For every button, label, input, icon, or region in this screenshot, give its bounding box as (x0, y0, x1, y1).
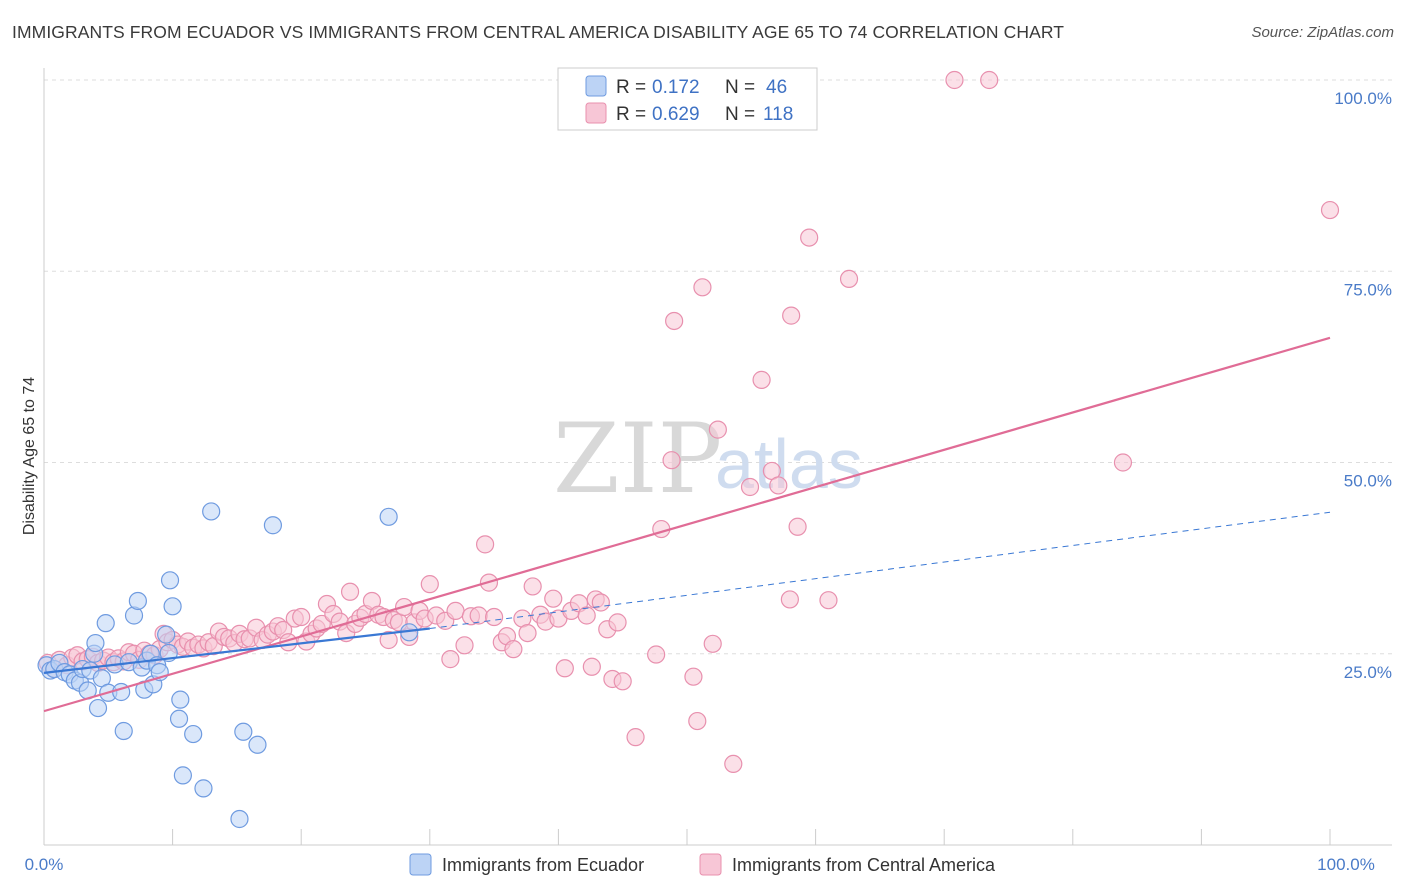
legend-n-label-1: N = (725, 77, 755, 98)
central-america-point (1320, 200, 1340, 220)
central-america-point (688, 711, 707, 731)
ecuador-point (171, 690, 190, 709)
ecuador-point (160, 571, 180, 590)
central-america-point (420, 575, 439, 594)
y-tick-labels: 25.0% 50.0% 75.0% 100.0% (1334, 89, 1392, 682)
central-america-point (441, 650, 460, 669)
central-america-point (839, 269, 859, 288)
central-america-point (724, 754, 743, 774)
x-ticks (43, 829, 1331, 845)
central-america-point (1113, 453, 1133, 472)
ecuador-point (194, 779, 213, 798)
axes (43, 68, 1392, 846)
trend-lines (43, 336, 1331, 713)
central-america-point (693, 278, 712, 297)
series-legend-swatch-central-america (699, 853, 722, 876)
central-america-point (708, 420, 727, 439)
ecuador-point (114, 721, 133, 741)
series-legend-label-central-america: Immigrants from Central America (732, 855, 996, 875)
central-america-point (652, 519, 671, 539)
central-america-point (379, 630, 398, 650)
ecuador-point (379, 507, 398, 526)
central-america-point (782, 306, 801, 325)
central-america-point (523, 577, 542, 596)
ecuador-point (157, 625, 176, 644)
ecuador-point (230, 809, 249, 829)
ecuador-trend-extension (429, 511, 1331, 630)
y-tick-label-25: 25.0% (1344, 663, 1392, 682)
central-america-point (800, 228, 819, 247)
central-america-point (665, 311, 684, 331)
watermark-zip: ZIP (553, 403, 722, 515)
central-america-point (555, 659, 574, 678)
central-america-point (945, 70, 964, 90)
y-tick-label-75: 75.0% (1344, 280, 1392, 299)
ecuador-point (96, 614, 115, 633)
central-america-point (544, 589, 563, 608)
central-america-point (582, 657, 601, 676)
ecuador-point (163, 597, 182, 616)
ecuador-point (88, 698, 108, 718)
ecuador-points (37, 502, 419, 829)
legend-n-label-2: N = (725, 104, 755, 125)
central-america-point (980, 70, 999, 90)
source-label: Source: ZipAtlas.com (1251, 24, 1394, 41)
central-america-point (455, 636, 474, 655)
central-america-point (647, 645, 666, 664)
central-america-point (446, 601, 465, 621)
x-tick-label-max: 100.0% (1317, 855, 1375, 874)
chart-title: IMMIGRANTS FROM ECUADOR VS IMMIGRANTS FR… (12, 22, 1065, 42)
central-america-point (485, 607, 504, 627)
legend-r-label-1: R = (616, 77, 646, 98)
central-america-trend-line (43, 336, 1331, 713)
central-america-point (769, 476, 788, 495)
legend-swatch-central-america (585, 102, 607, 124)
y-tick-label-100: 100.0% (1334, 89, 1392, 108)
ecuador-point (128, 591, 147, 611)
central-america-point (475, 535, 495, 554)
correlation-legend: R = 0.172 N = 46 R = 0.629 N = 118 (557, 67, 818, 131)
grid-lines (44, 79, 1392, 655)
ecuador-point (263, 516, 283, 535)
legend-r-value-2: 0.629 (652, 104, 700, 125)
central-america-point (703, 634, 722, 653)
central-america-point (613, 672, 632, 691)
central-america-point (591, 593, 610, 612)
central-america-point (577, 606, 596, 625)
central-america-point (608, 613, 627, 632)
ecuador-trend-line (43, 627, 430, 674)
central-america-point (292, 607, 311, 627)
legend-r-label-2: R = (616, 104, 646, 125)
central-america-point (340, 582, 360, 601)
y-axis-label: Disability Age 65 to 74 (21, 377, 38, 535)
central-america-point (518, 623, 537, 643)
central-america-point (752, 370, 771, 389)
central-america-point (788, 517, 807, 536)
central-america-point (662, 451, 681, 470)
ecuador-point (248, 735, 267, 754)
legend-n-value-1: 46 (766, 77, 787, 98)
series-legend: Immigrants from Ecuador Immigrants from … (409, 853, 996, 876)
ecuador-point (86, 633, 105, 653)
legend-r-value-1: 0.172 (652, 77, 700, 98)
central-america-point (626, 728, 645, 747)
central-america-point (740, 477, 760, 497)
central-america-point (504, 640, 523, 659)
ecuador-point (184, 724, 203, 744)
ecuador-point (173, 766, 192, 785)
x-tick-label-min: 0.0% (25, 855, 64, 874)
y-tick-label-50: 50.0% (1344, 472, 1392, 491)
central-america-point (684, 667, 703, 686)
ecuador-point (234, 722, 253, 741)
central-america-point (819, 591, 838, 610)
central-america-point (780, 590, 799, 609)
series-legend-swatch-ecuador (409, 853, 432, 876)
series-legend-label-ecuador: Immigrants from Ecuador (442, 855, 644, 875)
ecuador-point (169, 709, 189, 728)
legend-n-value-2: 118 (763, 104, 793, 125)
watermark-atlas: atlas (715, 425, 863, 503)
legend-swatch-ecuador (585, 75, 607, 97)
ecuador-point (202, 502, 221, 521)
